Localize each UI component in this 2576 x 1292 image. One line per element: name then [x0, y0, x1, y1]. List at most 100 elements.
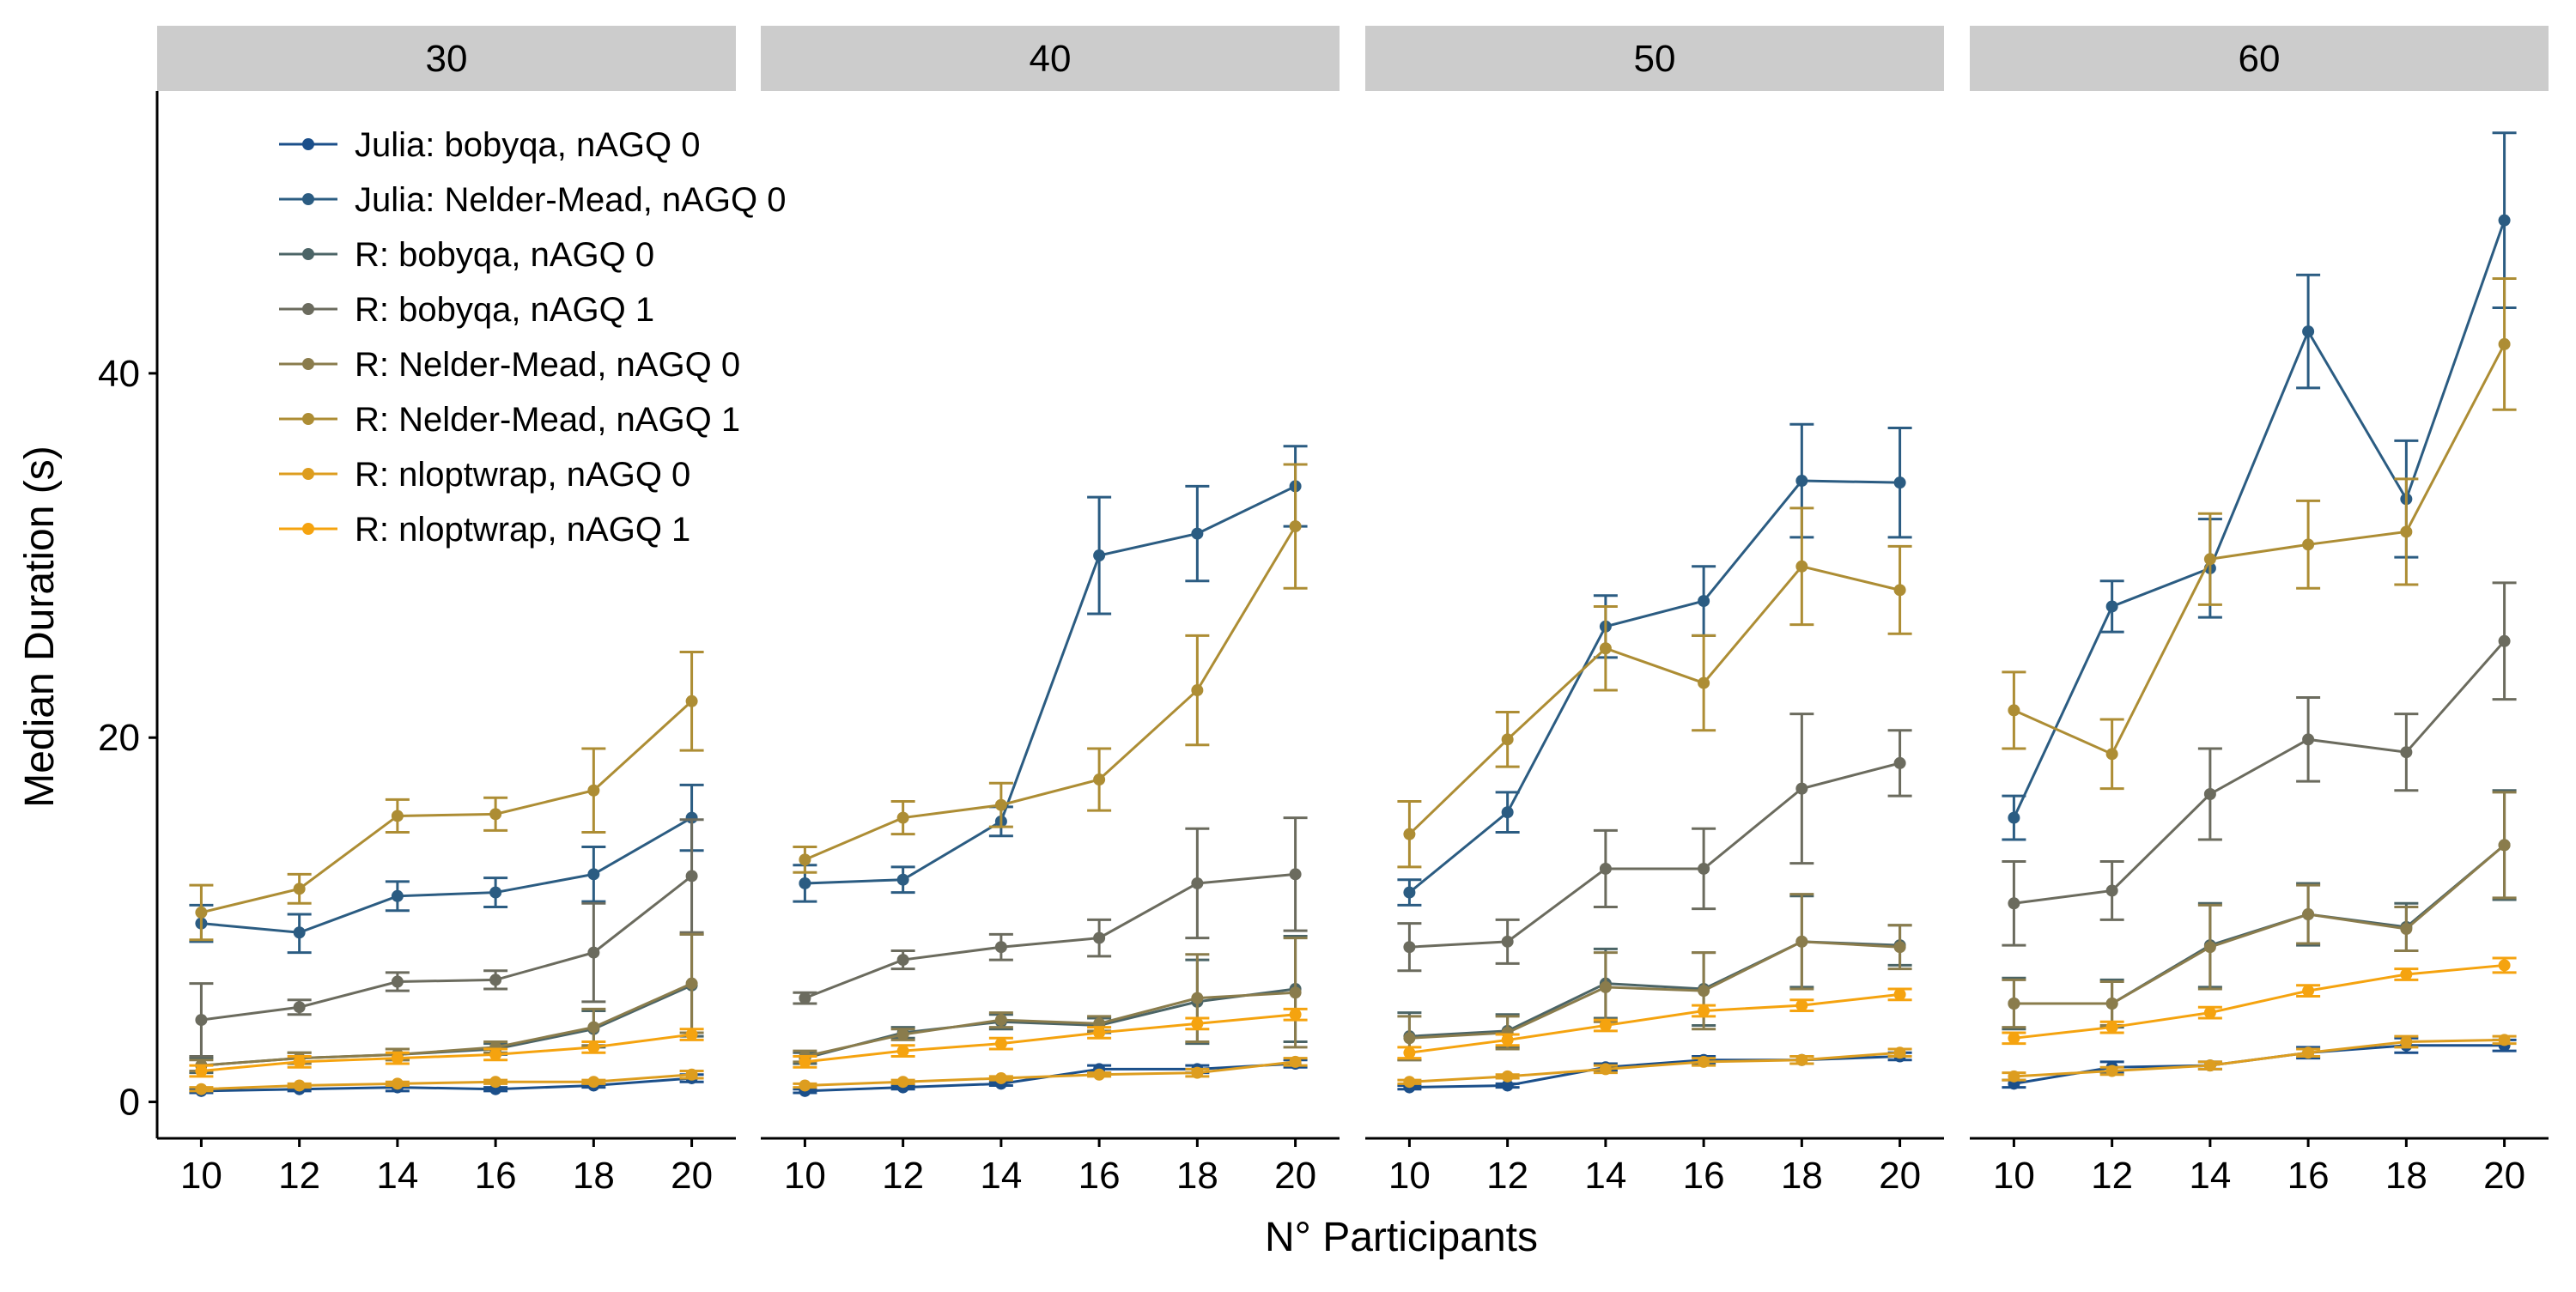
data-point	[1893, 941, 1906, 954]
data-point	[1093, 1068, 1106, 1081]
legend-item: Julia: bobyqa, nAGQ 0	[279, 126, 700, 164]
data-point	[1698, 1004, 1710, 1017]
x-tick-label: 14	[376, 1155, 418, 1197]
y-tick-label: 20	[98, 717, 140, 759]
data-point	[1403, 1032, 1416, 1045]
series-R: Nelder-Mead, nAGQ 1	[793, 463, 1308, 874]
data-point	[1501, 733, 1514, 746]
data-point	[896, 954, 909, 967]
data-point	[2203, 1059, 2216, 1072]
data-point	[489, 1048, 502, 1061]
data-point	[2203, 1006, 2216, 1019]
legend-item: R: nloptwrap, nAGQ 1	[279, 511, 690, 549]
x-tick-label: 14	[2189, 1155, 2231, 1197]
data-point	[685, 870, 698, 883]
data-point	[2203, 553, 2216, 566]
facet-strip	[1365, 26, 1944, 91]
data-point	[489, 974, 502, 986]
series-line	[2014, 1044, 2505, 1085]
data-point	[1795, 475, 1808, 488]
data-point	[1893, 1046, 1906, 1059]
data-point	[195, 1083, 208, 1095]
data-point	[1289, 986, 1302, 999]
data-point	[391, 810, 404, 822]
data-point	[391, 889, 404, 902]
x-axis-title: N° Participants	[1265, 1215, 1538, 1260]
x-tick-label: 10	[1388, 1155, 1431, 1197]
data-point	[1191, 527, 1204, 540]
series-line	[805, 485, 1297, 885]
legend-label: Julia: bobyqa, nAGQ 0	[355, 126, 700, 164]
facet-strip	[761, 26, 1340, 91]
legend-key-point	[302, 248, 314, 260]
series-Julia: Nelder-Mead, nAGQ 0	[1397, 422, 1912, 907]
data-point	[685, 695, 698, 707]
x-tick-label: 18	[1781, 1155, 1823, 1197]
facet-strip	[1970, 26, 2549, 91]
legend-label: R: bobyqa, nAGQ 0	[355, 236, 654, 274]
legend-key-point	[302, 193, 314, 205]
legend-item: R: bobyqa, nAGQ 0	[279, 236, 654, 274]
series-line	[201, 816, 693, 934]
data-point	[2008, 811, 2020, 824]
data-point	[1191, 684, 1204, 697]
facet-strip-label: 60	[2239, 38, 2281, 80]
data-point	[2302, 908, 2315, 921]
legend: Julia: bobyqa, nAGQ 0 Julia: Nelder-Mead,…	[279, 126, 786, 549]
data-point	[1403, 1046, 1416, 1059]
series-R: nloptwrap, nAGQ 0	[1397, 1046, 1912, 1089]
legend-item: Julia: Nelder-Mead, nAGQ 0	[279, 181, 786, 219]
data-point	[896, 811, 909, 824]
data-point	[799, 1079, 811, 1092]
data-point	[2203, 941, 2216, 954]
data-point	[1403, 1076, 1416, 1089]
series-line	[2014, 844, 2506, 1005]
x-tick-label: 12	[2091, 1155, 2133, 1197]
series-R: Nelder-Mead, nAGQ 1	[2002, 277, 2517, 791]
y-axis: 0 20 40	[98, 91, 159, 1138]
data-point	[1698, 862, 1710, 875]
data-point	[293, 1079, 306, 1092]
x-tick-label: 14	[1584, 1155, 1626, 1197]
data-point	[1403, 941, 1416, 954]
x-tick-label: 10	[1993, 1155, 2035, 1197]
legend-label: R: bobyqa, nAGQ 1	[355, 291, 654, 329]
series-Julia: bobyqa, nAGQ 0	[2002, 1036, 2517, 1090]
x-tick-label: 14	[980, 1155, 1022, 1197]
data-point	[2498, 1034, 2511, 1046]
data-point	[1795, 1053, 1808, 1066]
data-point	[896, 1028, 909, 1041]
legend-key-point	[302, 358, 314, 370]
data-point	[1698, 595, 1710, 608]
x-tick-label: 16	[475, 1155, 517, 1197]
y-axis-title: Median Duration (s)	[17, 446, 63, 808]
series-line	[2014, 844, 2506, 1005]
legend-key-point	[302, 523, 314, 535]
series-line	[201, 1073, 692, 1091]
series-line	[1409, 761, 1900, 949]
data-point	[1893, 988, 1906, 1001]
series-line	[1409, 992, 1900, 1054]
x-tick-label: 20	[1879, 1155, 1921, 1197]
y-tick-label: 40	[98, 353, 140, 395]
data-point	[994, 1014, 1007, 1027]
data-point	[2008, 997, 2020, 1010]
data-point	[2008, 897, 2020, 910]
data-point	[1501, 1079, 1514, 1092]
data-point	[1698, 676, 1710, 689]
legend-label: R: nloptwrap, nAGQ 1	[355, 511, 690, 549]
x-tick-label: 12	[882, 1155, 924, 1197]
data-point	[195, 906, 208, 919]
data-point	[587, 1040, 600, 1053]
legend-key-point	[302, 468, 314, 480]
data-point	[1093, 1026, 1106, 1039]
facet-strip-label: 50	[1634, 38, 1676, 80]
x-tick-label: 10	[784, 1155, 826, 1197]
data-point	[391, 1052, 404, 1065]
data-point	[1403, 828, 1416, 840]
series-R: Nelder-Mead, nAGQ 0	[1397, 893, 1912, 1062]
series-line	[201, 982, 693, 1067]
series-R: Nelder-Mead, nAGQ 1	[1397, 506, 1912, 869]
legend-label: R: Nelder-Mead, nAGQ 0	[355, 346, 740, 384]
